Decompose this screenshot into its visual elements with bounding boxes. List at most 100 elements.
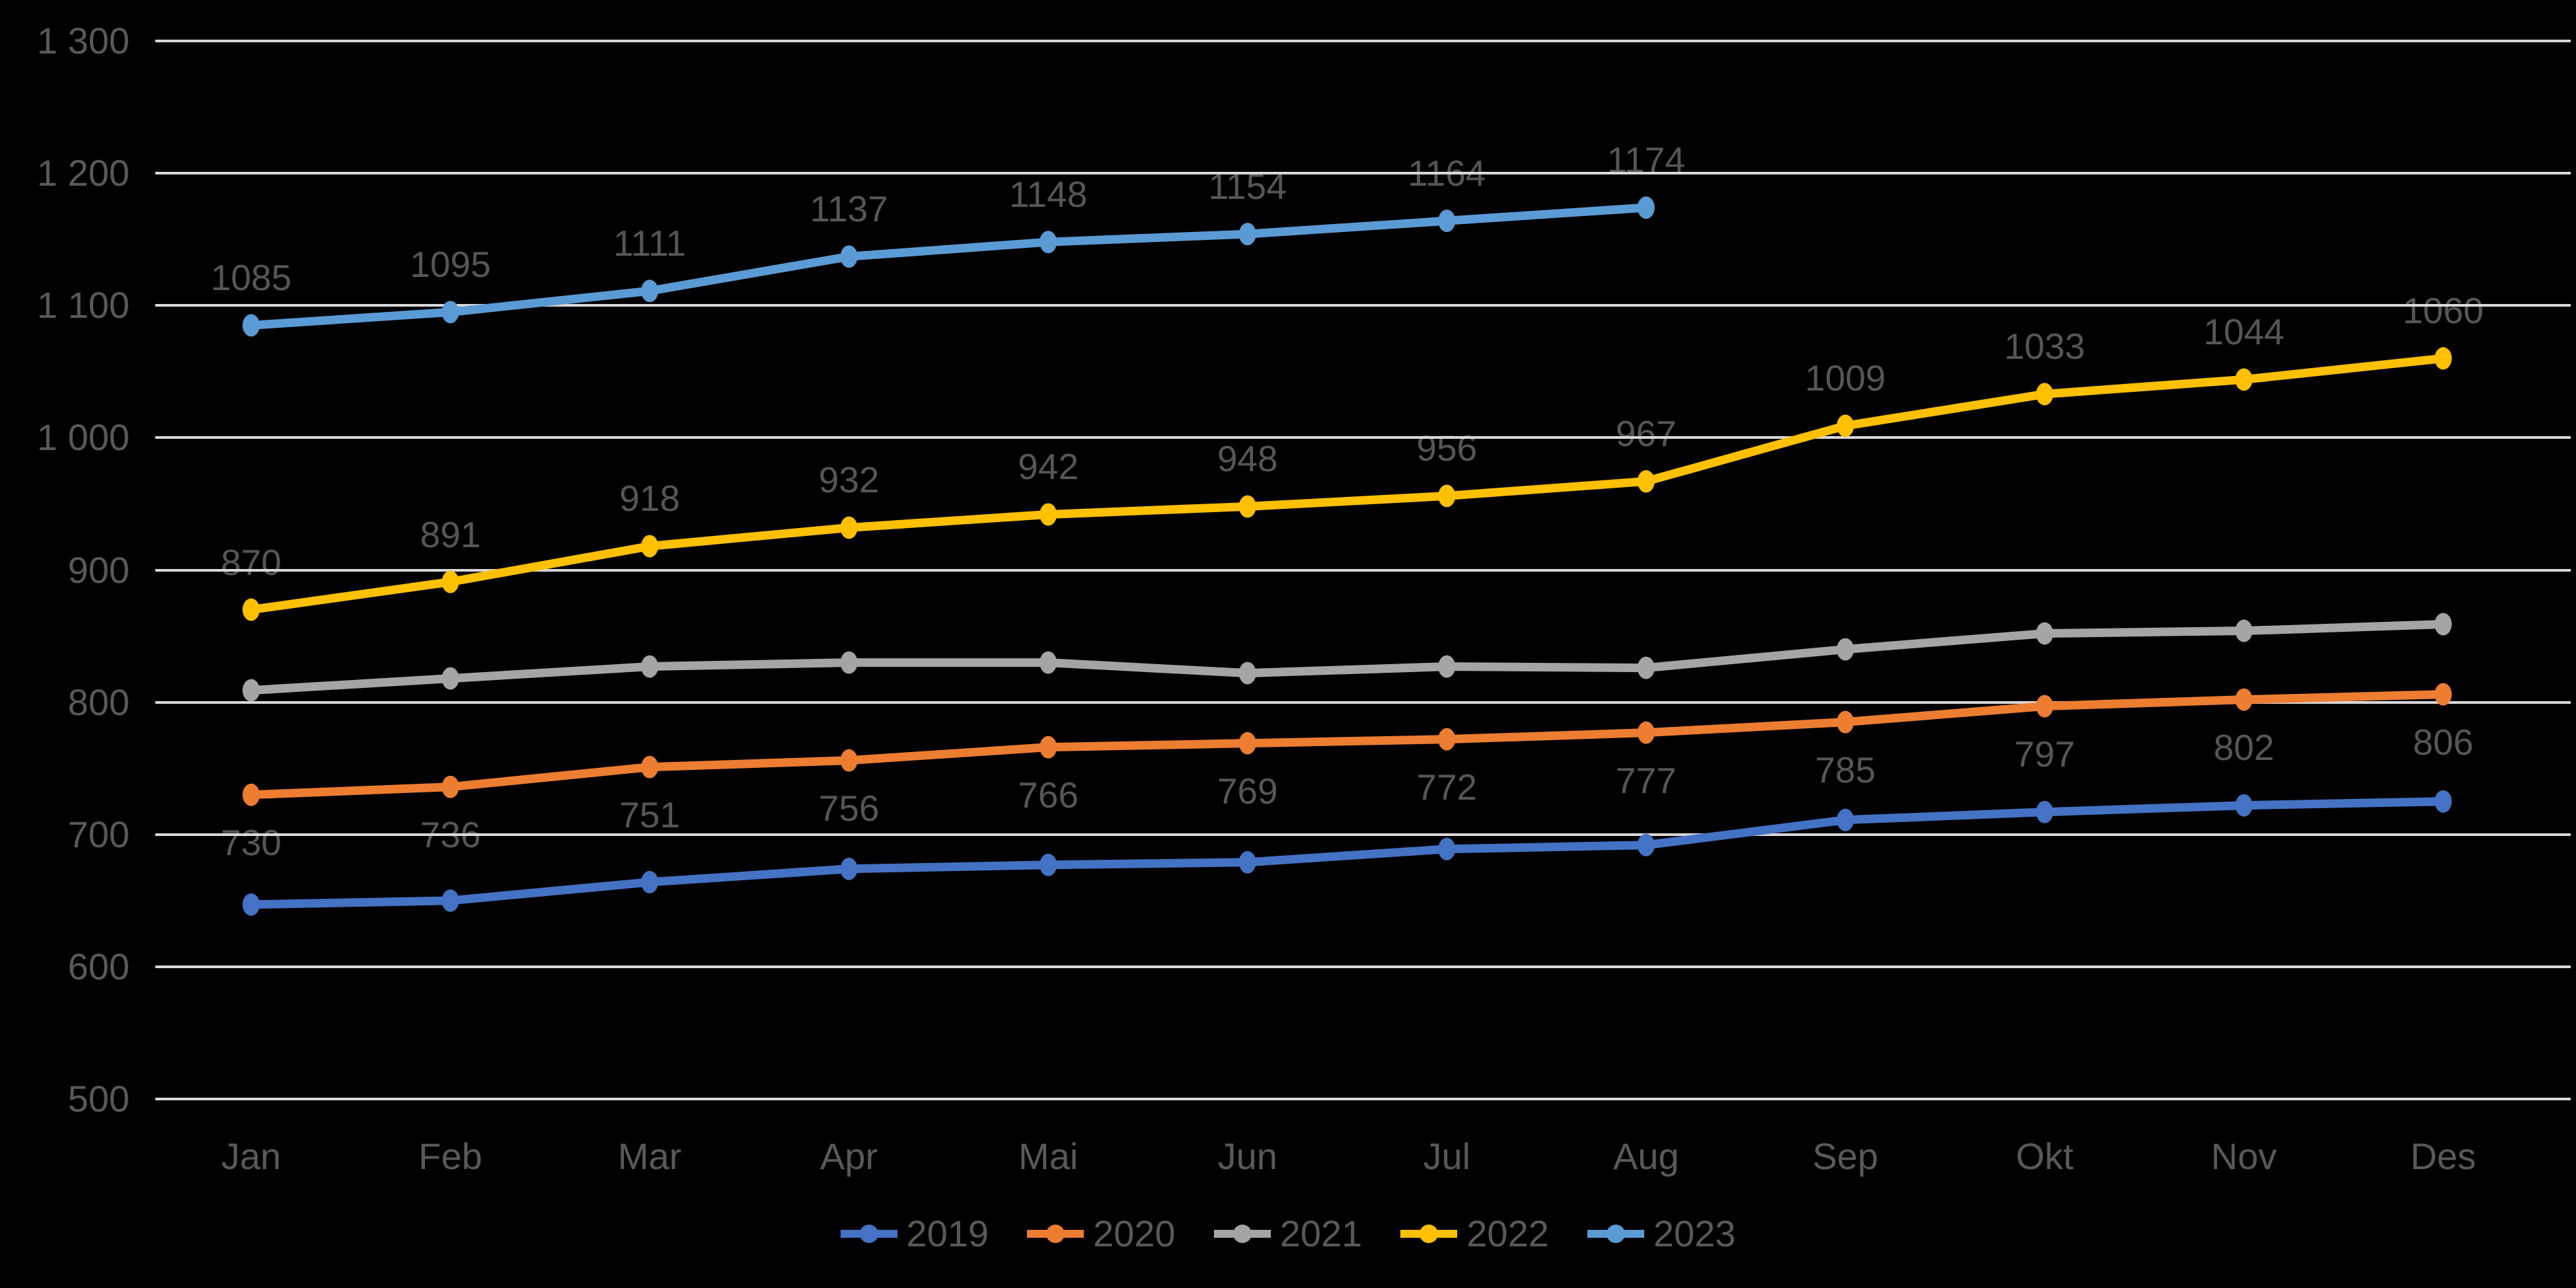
x-axis-tick-label: Des bbox=[2410, 1135, 2476, 1177]
gridline bbox=[155, 304, 2571, 307]
series-point-2019 bbox=[243, 893, 260, 916]
data-label-2020: 785 bbox=[1815, 749, 1876, 790]
data-label-2020: 806 bbox=[2413, 721, 2474, 763]
gridline bbox=[155, 40, 2571, 42]
legend-item-2023: 2023 bbox=[1587, 1213, 1736, 1255]
series-point-2021 bbox=[1040, 651, 1057, 674]
y-axis-tick-label: 1 300 bbox=[36, 20, 130, 61]
gridline bbox=[155, 965, 2571, 968]
series-point-2019 bbox=[2035, 800, 2053, 823]
series-point-2022 bbox=[2435, 347, 2452, 370]
y-axis-tick-label: 1 100 bbox=[36, 284, 130, 326]
y-axis-tick-label: 600 bbox=[67, 945, 130, 987]
series-line-2022 bbox=[246, 354, 2448, 615]
data-label-2023: 1111 bbox=[613, 223, 687, 264]
gridline bbox=[155, 436, 2571, 439]
x-axis-tick-label: Jul bbox=[1423, 1135, 1471, 1177]
series-point-2020 bbox=[2235, 688, 2253, 711]
legend: 2019 2020 2021 2022 2023 bbox=[0, 1213, 2576, 1255]
legend-item-2021: 2021 bbox=[1213, 1213, 1363, 1255]
data-label-2022: 1044 bbox=[2203, 311, 2285, 353]
series-point-2020 bbox=[840, 749, 858, 772]
gridline bbox=[155, 1098, 2571, 1100]
data-label-2022: 932 bbox=[818, 459, 880, 501]
y-axis-tick-label: 500 bbox=[67, 1078, 130, 1119]
data-label-2020: 756 bbox=[818, 787, 880, 829]
data-label-2020: 766 bbox=[1018, 774, 1079, 815]
series-point-2022 bbox=[840, 516, 858, 539]
series-point-2022 bbox=[1637, 470, 1655, 493]
series-point-2019 bbox=[1438, 837, 1456, 860]
legend-label: 2021 bbox=[1279, 1213, 1363, 1254]
data-label-2020: 777 bbox=[1615, 759, 1677, 801]
series-point-2020 bbox=[2035, 695, 2053, 718]
series-point-2019 bbox=[2235, 794, 2253, 817]
series-point-2023 bbox=[641, 280, 659, 303]
y-axis-tick-label: 1 200 bbox=[36, 152, 130, 194]
series-point-2019 bbox=[1637, 833, 1655, 856]
x-axis-tick-label: Nov bbox=[2211, 1135, 2277, 1177]
data-label-2022: 918 bbox=[619, 478, 680, 519]
series-point-2020 bbox=[641, 755, 659, 778]
data-label-2023: 1085 bbox=[210, 257, 292, 299]
series-point-2022 bbox=[2035, 383, 2053, 406]
x-axis-tick-label: Jan bbox=[221, 1135, 282, 1177]
data-label-2023: 1095 bbox=[410, 244, 491, 285]
series-point-2021 bbox=[840, 651, 858, 674]
legend-line-marker-icon bbox=[840, 1224, 897, 1244]
series-point-2021 bbox=[1438, 655, 1456, 678]
series-point-2020 bbox=[1837, 710, 1854, 734]
series-line-2023 bbox=[246, 203, 1651, 330]
legend-label: 2022 bbox=[1466, 1213, 1549, 1254]
x-axis-tick-label: Feb bbox=[418, 1135, 482, 1177]
series-point-2019 bbox=[2435, 790, 2452, 813]
x-axis-tick-label: Jun bbox=[1217, 1135, 1277, 1177]
legend-label: 2023 bbox=[1653, 1213, 1736, 1254]
series-line-2021 bbox=[246, 620, 2448, 695]
series-line-2019 bbox=[246, 797, 2448, 909]
series-point-2022 bbox=[1438, 484, 1456, 508]
legend-item-2019: 2019 bbox=[840, 1213, 989, 1255]
y-axis-tick-label: 800 bbox=[67, 681, 130, 723]
series-point-2020 bbox=[441, 775, 459, 798]
series-point-2023 bbox=[840, 245, 858, 268]
data-label-2022: 1033 bbox=[2004, 326, 2086, 367]
gridline bbox=[155, 568, 2571, 572]
legend-item-2022: 2022 bbox=[1400, 1213, 1549, 1255]
series-point-2023 bbox=[1438, 209, 1456, 233]
series-point-2021 bbox=[243, 679, 260, 702]
data-label-2022: 948 bbox=[1217, 438, 1278, 480]
gridline bbox=[155, 701, 2571, 704]
series-point-2022 bbox=[441, 570, 459, 593]
series-point-2021 bbox=[641, 655, 659, 678]
series-point-2020 bbox=[1040, 736, 1057, 759]
data-label-2022: 967 bbox=[1615, 413, 1677, 455]
legend-label: 2019 bbox=[906, 1213, 989, 1254]
series-point-2020 bbox=[2435, 683, 2452, 706]
legend-line-marker-icon bbox=[1400, 1224, 1458, 1244]
series-point-2021 bbox=[2035, 622, 2053, 645]
data-label-2020: 730 bbox=[221, 821, 282, 863]
series-point-2021 bbox=[2435, 613, 2452, 636]
y-axis-tick-label: 1 000 bbox=[36, 416, 130, 459]
series-point-2020 bbox=[1438, 728, 1456, 751]
data-label-2022: 870 bbox=[221, 541, 282, 583]
series-point-2022 bbox=[243, 598, 260, 621]
series-point-2023 bbox=[1637, 196, 1655, 219]
series-point-2022 bbox=[1040, 503, 1057, 526]
data-label-2022: 942 bbox=[1018, 446, 1079, 488]
data-label-2020: 769 bbox=[1217, 770, 1278, 812]
series-line-2020 bbox=[246, 690, 2448, 800]
x-axis-tick-label: Apr bbox=[820, 1135, 878, 1177]
series-point-2021 bbox=[2235, 619, 2253, 642]
legend-line-marker-icon bbox=[1027, 1224, 1084, 1244]
series-point-2023 bbox=[1238, 223, 1256, 246]
series-point-2019 bbox=[1837, 808, 1854, 831]
series-point-2021 bbox=[1637, 656, 1655, 679]
x-axis-tick-label: Mai bbox=[1018, 1135, 1079, 1177]
series-point-2019 bbox=[641, 870, 659, 893]
series-point-2023 bbox=[441, 301, 459, 324]
series-point-2023 bbox=[243, 314, 260, 337]
